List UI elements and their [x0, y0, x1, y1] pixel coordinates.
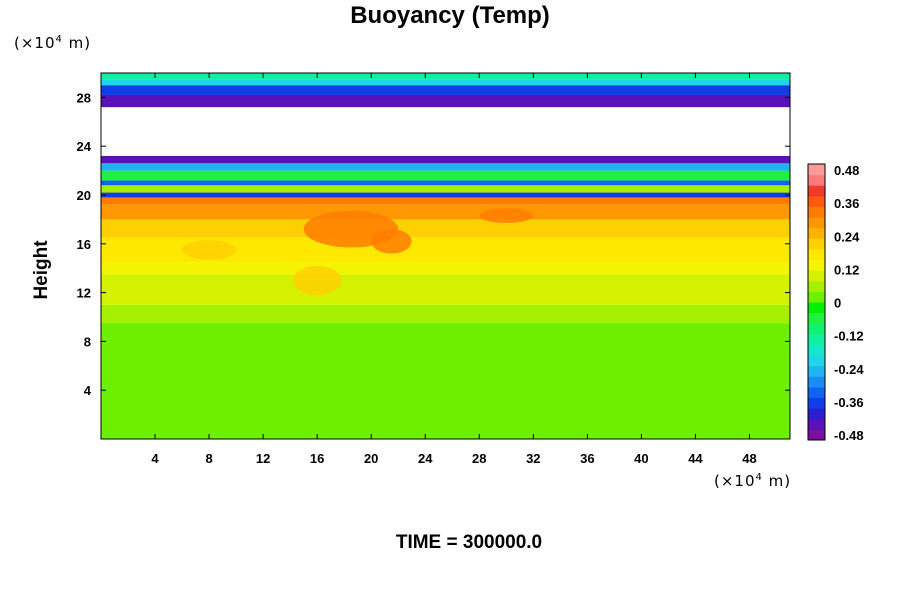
colorbar-swatch-23 [808, 185, 825, 197]
colorbar-swatch-16 [808, 259, 825, 271]
time-footer: TIME = 300000.0 [395, 532, 543, 553]
field-band-3 [101, 262, 790, 275]
x-tick-label: 8 [205, 451, 212, 466]
field-band-5 [101, 219, 790, 238]
x-axis-unit: (×104 m) [714, 472, 792, 490]
field-anomaly-3 [479, 208, 534, 224]
colorbar-swatch-0 [808, 429, 825, 441]
x-tick-label: 40 [634, 451, 648, 466]
colorbar-label: 0.24 [834, 229, 860, 244]
x-tick-label: 4 [151, 451, 159, 466]
field-band-16 [101, 79, 790, 86]
x-tick-label: 32 [526, 451, 540, 466]
x-tick-label: 28 [472, 451, 486, 466]
y-tick-label: 4 [84, 383, 92, 398]
colorbar-label: 0.48 [834, 163, 859, 178]
colorbar-swatch-7 [808, 355, 825, 367]
colorbar-swatch-12 [808, 302, 825, 314]
field-band-12 [101, 163, 790, 171]
colorbar-label: -0.36 [834, 395, 864, 410]
x-tick-label: 36 [580, 451, 594, 466]
x-tick-label: 48 [742, 451, 756, 466]
colorbar-swatch-18 [808, 238, 825, 250]
colorbar-frame [807, 163, 826, 441]
colorbar-label: 0 [834, 296, 841, 311]
colorbar-swatch-4 [808, 386, 825, 399]
y-tick-label: 16 [77, 237, 91, 252]
colorbar-swatch-5 [808, 376, 825, 388]
field-band-11 [101, 170, 790, 181]
field-anomaly-2 [292, 265, 342, 296]
plot-area [101, 73, 790, 439]
field-band-9 [101, 185, 790, 193]
colorbar-swatch-19 [808, 227, 825, 239]
colorbar-swatch-10 [808, 323, 825, 335]
colorbar-swatch-8 [808, 344, 825, 356]
colorbar-swatch-17 [808, 248, 825, 261]
colorbar-label: -0.48 [834, 428, 864, 443]
x-tick-label: 24 [418, 451, 433, 466]
colorbar: 0.48 0.36 0.24 0.12 0 -0.12 -0.24 -0.36 -0.48 [807, 163, 864, 443]
field-band-1 [101, 304, 790, 324]
y-tick-label: 20 [77, 188, 91, 203]
colorbar-swatch-11 [808, 312, 825, 324]
colorbar-swatch-6 [808, 365, 825, 377]
colorbar-swatch-15 [808, 270, 825, 282]
y-tick-label: 8 [84, 334, 91, 349]
colorbar-swatch-2 [808, 408, 825, 420]
x-tick-label: 20 [364, 451, 378, 466]
plot-frame [100, 72, 791, 440]
field-band-17 [101, 73, 790, 80]
colorbar-label: 0.12 [834, 262, 859, 277]
colorbar-swatch-1 [808, 418, 825, 430]
x-tick-label: 16 [310, 451, 324, 466]
y-tick-label: 28 [77, 90, 91, 105]
field-anomaly-1 [371, 229, 412, 254]
field-band-8 [101, 192, 790, 198]
field-band-10 [101, 180, 790, 186]
field-band-15 [101, 85, 790, 95]
colorbar-swatch-3 [808, 397, 825, 409]
colorbar-swatch-21 [808, 206, 825, 218]
x-tick-label: 12 [256, 451, 270, 466]
chart-title: Buoyancy (Temp) [350, 2, 550, 29]
field-band-6 [101, 204, 790, 220]
colorbar-swatch-24 [808, 174, 825, 186]
field-band-14 [101, 94, 790, 108]
field-band-2 [101, 274, 790, 305]
field-band-7 [101, 197, 790, 205]
colorbar-swatch-14 [808, 280, 825, 292]
colorbar-swatch-13 [808, 291, 825, 303]
colorbar-label: -0.24 [834, 362, 864, 377]
y-tick-label: 12 [77, 286, 91, 301]
colorbar-swatch-22 [808, 195, 825, 207]
colorbar-swatch-25 [808, 164, 825, 176]
colorbar-label: -0.12 [834, 329, 864, 344]
y-tick-label: 24 [77, 139, 92, 154]
field-anomaly-4 [182, 240, 237, 260]
y-axis-unit: (×104 m) [14, 34, 92, 52]
field-band-0 [101, 323, 790, 439]
colorbar-swatch-9 [808, 333, 825, 345]
colorbar-label: 0.36 [834, 196, 859, 211]
x-tick-label: 44 [688, 451, 703, 466]
field-band-13 [101, 155, 790, 164]
colorbar-swatch-20 [808, 217, 825, 229]
